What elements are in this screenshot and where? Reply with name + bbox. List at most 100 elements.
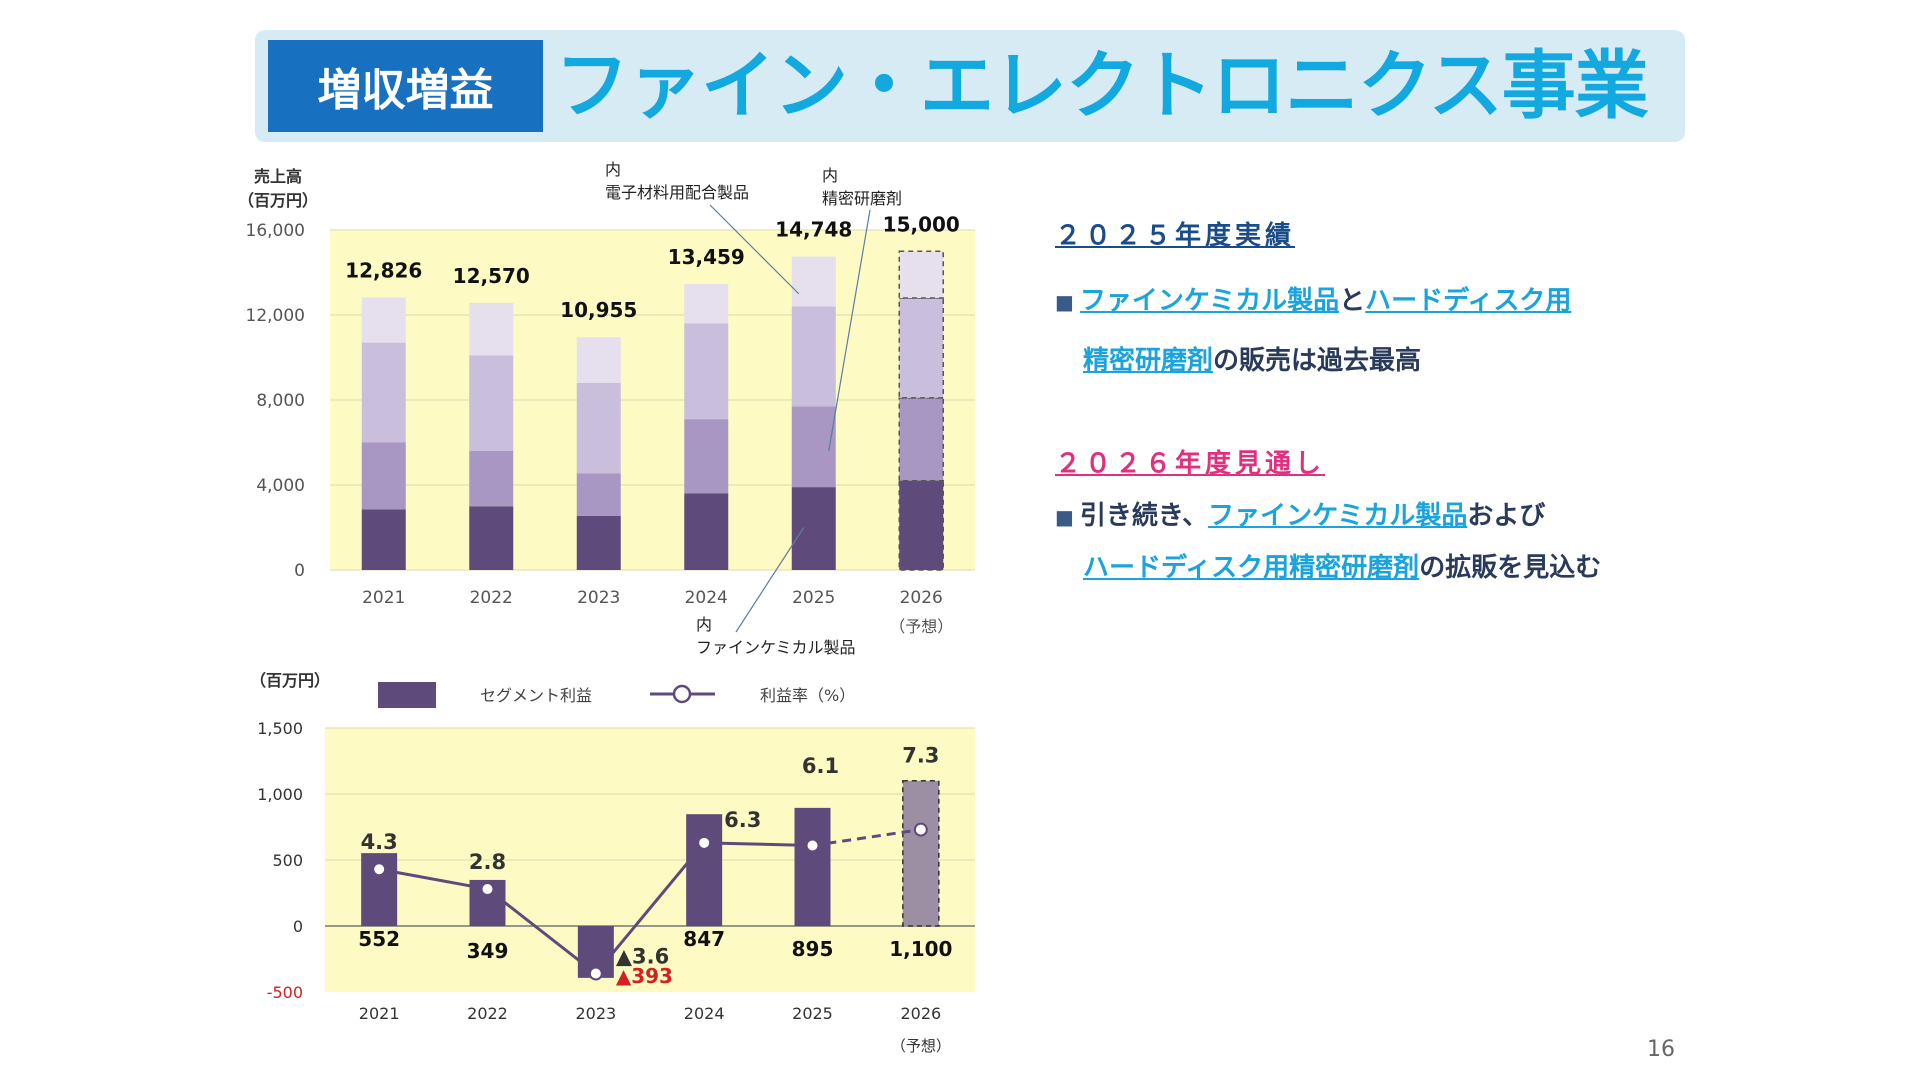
section-2026-title: ２０２６年度見通し bbox=[1055, 449, 1326, 479]
y-axis-unit: （百万円） bbox=[250, 671, 330, 690]
stacked-bar-segment bbox=[898, 297, 944, 399]
section-2025-title: ２０２５年度実績 bbox=[1055, 221, 1296, 251]
stacked-bar-segment bbox=[791, 256, 836, 307]
stacked-bar-segment bbox=[576, 515, 621, 570]
section-2026-line2: ハードディスク用精密研磨剤の拡販を見込む bbox=[1083, 547, 1601, 584]
text-rest: および bbox=[1467, 501, 1546, 531]
margin-point bbox=[805, 838, 820, 853]
x-tick-label: 2022 bbox=[470, 588, 513, 608]
x-tick-label: 2024 bbox=[685, 588, 728, 608]
stacked-bar-segment bbox=[361, 342, 406, 443]
annotation-label: 内 bbox=[605, 160, 621, 179]
margin-point bbox=[588, 966, 603, 981]
y-tick-label: 0 bbox=[293, 917, 303, 936]
x-tick-sublabel: （予想） bbox=[891, 1037, 951, 1055]
bar-value-label: 349 bbox=[467, 939, 509, 963]
stacked-bar-segment bbox=[469, 355, 514, 451]
x-tick-label: 2023 bbox=[577, 588, 620, 608]
legend-bar-swatch bbox=[378, 682, 436, 708]
stacked-bar-segment bbox=[791, 306, 836, 407]
total-label: 13,459 bbox=[668, 245, 745, 269]
bar-value-label: ▲393 bbox=[616, 964, 673, 988]
annotation-label: 電子材料用配合製品 bbox=[605, 183, 749, 202]
x-tick-label: 2026 bbox=[900, 588, 943, 608]
x-tick-label: 2024 bbox=[684, 1004, 725, 1023]
x-tick-sublabel: （予想） bbox=[889, 617, 953, 636]
bullet-icon: ■ bbox=[1055, 505, 1074, 529]
stacked-bar-segment bbox=[576, 337, 621, 383]
x-tick-label: 2025 bbox=[792, 588, 835, 608]
y-tick-label: 500 bbox=[272, 851, 303, 870]
stacked-bar-segment bbox=[361, 509, 406, 570]
y-tick-label: 8,000 bbox=[256, 391, 305, 411]
bar-value-label: 847 bbox=[683, 927, 725, 951]
y-tick-label: 1,000 bbox=[257, 785, 303, 804]
y-tick-label: 0 bbox=[294, 561, 305, 581]
margin-line-segment bbox=[486, 887, 597, 975]
legend-bar-label: セグメント利益 bbox=[480, 686, 592, 705]
margin-point bbox=[372, 862, 387, 877]
legend-line-marker bbox=[672, 684, 692, 704]
total-label: 10,955 bbox=[560, 298, 637, 322]
stacked-bar-segment bbox=[898, 397, 944, 482]
margin-point bbox=[913, 822, 928, 837]
stacked-bar-segment bbox=[361, 297, 406, 343]
section-2026-line1: ■ 引き続き、ファインケミカル製品および bbox=[1055, 495, 1545, 532]
annotation-leader bbox=[828, 209, 871, 452]
stacked-bar-segment bbox=[576, 383, 621, 474]
stacked-bar-segment bbox=[791, 487, 836, 570]
annotation-label: ファインケミカル製品 bbox=[696, 638, 856, 657]
stacked-bar-segment bbox=[684, 323, 729, 420]
highlight-hdd-polish: ハードディスク用精密研磨剤 bbox=[1083, 553, 1420, 583]
section-2025-line1: ■ ファインケミカル製品とハードディスク用 bbox=[1055, 280, 1571, 317]
x-tick-label: 2022 bbox=[467, 1004, 508, 1023]
stacked-bar-segment bbox=[684, 419, 729, 494]
text-pre: 引き続き、 bbox=[1079, 501, 1209, 531]
x-tick-label: 2025 bbox=[792, 1004, 833, 1023]
stacked-bar-segment bbox=[791, 406, 836, 488]
stacked-bar-segment bbox=[576, 473, 621, 516]
title-badge: 増収増益 bbox=[268, 40, 543, 132]
total-label: 12,570 bbox=[453, 264, 530, 288]
stacked-bar-segment bbox=[469, 506, 514, 570]
margin-line-segment bbox=[378, 867, 488, 891]
margin-line-segment bbox=[704, 841, 813, 847]
annotation-label: 精密研磨剤 bbox=[822, 189, 902, 208]
stacked-bar-segment bbox=[898, 250, 944, 299]
margin-value-label: 6.3 bbox=[724, 808, 761, 832]
total-label: 12,826 bbox=[345, 258, 422, 282]
x-tick-label: 2023 bbox=[575, 1004, 616, 1023]
page-title: ファイン・エレクトロニクス事業 bbox=[555, 43, 1649, 129]
stacked-bar-segment bbox=[898, 480, 944, 571]
x-tick-label: 2026 bbox=[900, 1004, 941, 1023]
annotation-label: 内 bbox=[696, 615, 712, 634]
x-tick-label: 2021 bbox=[362, 588, 405, 608]
bar-value-label: 552 bbox=[358, 927, 400, 951]
y-tick-label: -500 bbox=[267, 983, 303, 1002]
stacked-bar-segment bbox=[469, 302, 514, 356]
margin-value-label: 6.1 bbox=[802, 754, 839, 778]
stacked-bar-segment bbox=[469, 451, 514, 507]
stacked-bar-segment bbox=[684, 493, 729, 570]
y-axis-title: 売上高 bbox=[254, 167, 302, 186]
stacked-bar-segment bbox=[361, 442, 406, 510]
y-tick-label: 12,000 bbox=[246, 306, 305, 326]
margin-point bbox=[697, 835, 712, 850]
x-tick-label: 2021 bbox=[359, 1004, 400, 1023]
y-tick-label: 16,000 bbox=[246, 221, 305, 241]
annotation-leader bbox=[735, 527, 805, 633]
y-tick-label: 1,500 bbox=[257, 719, 303, 738]
margin-point bbox=[480, 882, 495, 897]
highlight-polish: 精密研磨剤 bbox=[1083, 346, 1214, 376]
highlight-fine-chemical: ファインケミカル製品 bbox=[1208, 501, 1468, 531]
text-rest: の販売は過去最高 bbox=[1213, 346, 1422, 376]
margin-line-segment bbox=[812, 828, 922, 847]
stacked-bar-segment bbox=[684, 283, 729, 324]
annotation-leader bbox=[709, 204, 800, 295]
margin-value-label: 4.3 bbox=[361, 830, 398, 854]
y-axis-unit: （百万円） bbox=[238, 191, 318, 210]
bullet-icon: ■ bbox=[1055, 290, 1074, 314]
text-conj: と bbox=[1339, 286, 1366, 316]
annotation-label: 内 bbox=[822, 166, 838, 185]
